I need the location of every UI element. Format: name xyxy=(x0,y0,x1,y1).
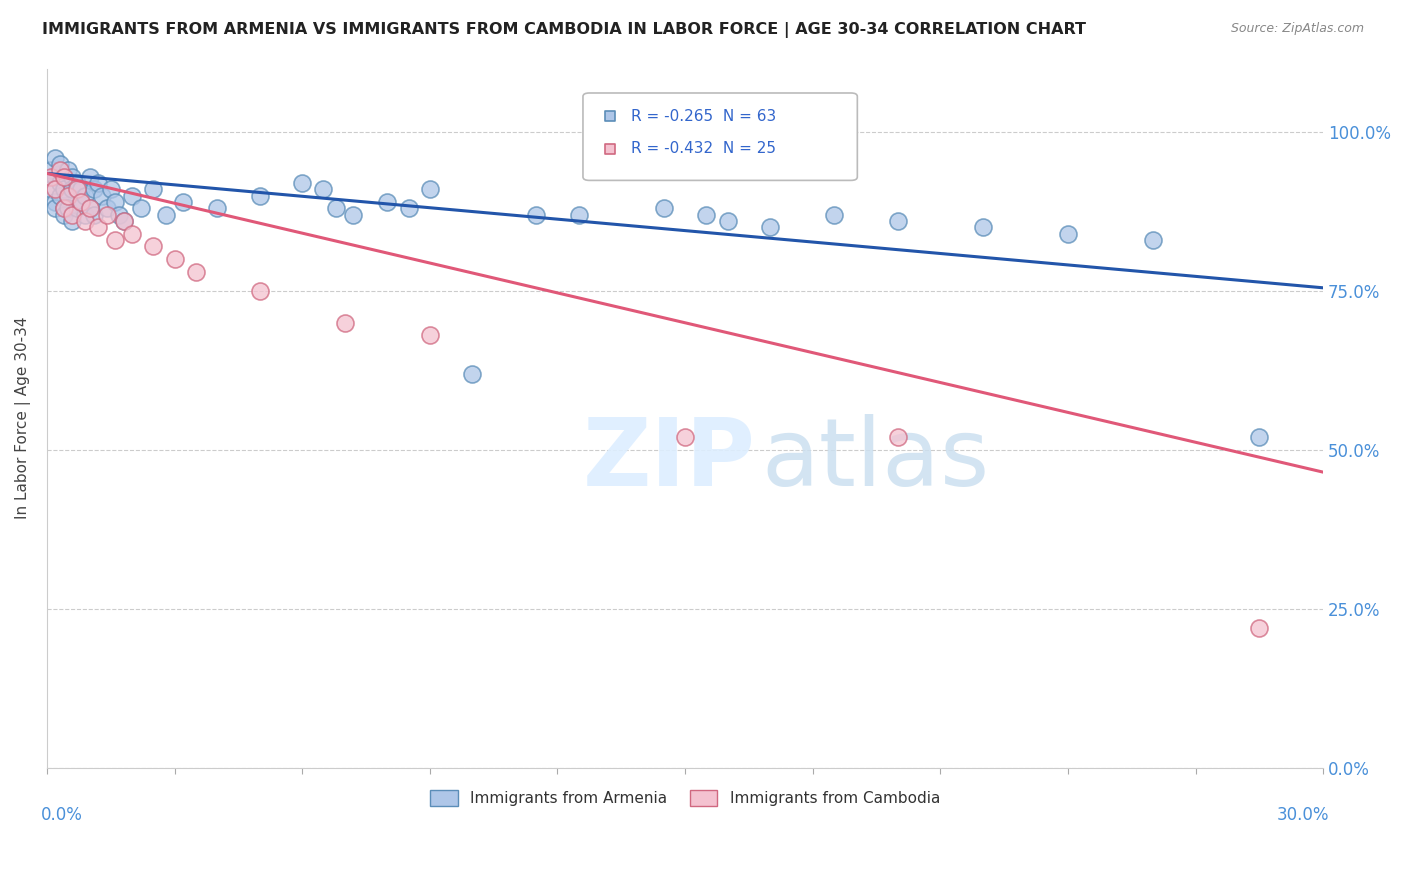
Point xyxy=(155,208,177,222)
Point xyxy=(62,214,84,228)
Point xyxy=(104,194,127,209)
Point xyxy=(716,214,738,228)
Point xyxy=(695,208,717,222)
Point xyxy=(759,220,782,235)
Point xyxy=(66,202,89,216)
Point xyxy=(142,182,165,196)
Point xyxy=(75,208,97,222)
Point xyxy=(972,220,994,235)
Point xyxy=(1142,233,1164,247)
Text: ZIP: ZIP xyxy=(583,414,756,506)
Point xyxy=(58,202,80,216)
Point xyxy=(53,202,76,216)
Point xyxy=(66,176,89,190)
Point xyxy=(568,208,591,222)
Point xyxy=(87,220,110,235)
Point xyxy=(58,163,80,178)
Point xyxy=(342,208,364,222)
Point xyxy=(44,151,66,165)
Point xyxy=(39,182,62,196)
Text: IMMIGRANTS FROM ARMENIA VS IMMIGRANTS FROM CAMBODIA IN LABOR FORCE | AGE 30-34 C: IMMIGRANTS FROM ARMENIA VS IMMIGRANTS FR… xyxy=(42,22,1087,38)
Point xyxy=(62,208,84,222)
Point xyxy=(83,208,105,222)
Point xyxy=(53,202,76,216)
Point xyxy=(96,208,118,222)
Point xyxy=(108,208,131,222)
Point xyxy=(887,430,910,444)
Text: 30.0%: 30.0% xyxy=(1277,806,1330,824)
Point xyxy=(79,202,101,216)
Point xyxy=(44,182,66,196)
Point xyxy=(112,214,135,228)
Point xyxy=(419,328,441,343)
Point xyxy=(121,188,143,202)
Point xyxy=(823,208,845,222)
Point xyxy=(53,208,76,222)
Point xyxy=(75,188,97,202)
Point xyxy=(142,239,165,253)
Point xyxy=(325,202,347,216)
Point xyxy=(96,202,118,216)
Point xyxy=(249,284,271,298)
Point xyxy=(104,233,127,247)
FancyBboxPatch shape xyxy=(583,93,858,180)
Point xyxy=(62,182,84,196)
Point xyxy=(62,169,84,184)
Point xyxy=(83,182,105,196)
Point xyxy=(100,182,122,196)
Point xyxy=(398,202,420,216)
Point xyxy=(163,252,186,267)
Point xyxy=(1057,227,1080,241)
Point xyxy=(58,188,80,202)
Text: R = -0.432  N = 25: R = -0.432 N = 25 xyxy=(631,142,776,156)
Legend: Immigrants from Armenia, Immigrants from Cambodia: Immigrants from Armenia, Immigrants from… xyxy=(425,784,946,813)
Point xyxy=(53,169,76,184)
Point xyxy=(48,157,70,171)
Point xyxy=(75,214,97,228)
Point xyxy=(53,169,76,184)
Point xyxy=(205,202,228,216)
Point xyxy=(172,194,194,209)
Point xyxy=(524,208,547,222)
Point xyxy=(673,430,696,444)
Point xyxy=(48,176,70,190)
Point xyxy=(70,182,93,196)
Point xyxy=(79,169,101,184)
Point xyxy=(70,194,93,209)
Point xyxy=(312,182,335,196)
Point xyxy=(1249,430,1271,444)
Point xyxy=(129,202,152,216)
Point xyxy=(87,176,110,190)
Y-axis label: In Labor Force | Age 30-34: In Labor Force | Age 30-34 xyxy=(15,317,31,519)
Point xyxy=(58,188,80,202)
Point xyxy=(1249,621,1271,635)
Point xyxy=(44,169,66,184)
Point xyxy=(48,188,70,202)
Point xyxy=(66,182,89,196)
Text: atlas: atlas xyxy=(762,414,990,506)
Point xyxy=(53,182,76,196)
Text: R = -0.265  N = 63: R = -0.265 N = 63 xyxy=(631,109,776,124)
Point xyxy=(39,169,62,184)
Point xyxy=(375,194,398,209)
Point xyxy=(887,214,910,228)
Text: Source: ZipAtlas.com: Source: ZipAtlas.com xyxy=(1230,22,1364,36)
Point xyxy=(249,188,271,202)
Point xyxy=(44,194,66,209)
Text: 0.0%: 0.0% xyxy=(41,806,83,824)
Point xyxy=(91,188,114,202)
Point xyxy=(461,367,484,381)
Point xyxy=(291,176,314,190)
Point xyxy=(79,202,101,216)
Point xyxy=(121,227,143,241)
Point xyxy=(419,182,441,196)
Point xyxy=(44,202,66,216)
Point xyxy=(184,265,207,279)
Point xyxy=(70,194,93,209)
Point xyxy=(652,202,675,216)
Point xyxy=(333,316,356,330)
Point xyxy=(112,214,135,228)
Point xyxy=(39,163,62,178)
Point xyxy=(48,163,70,178)
